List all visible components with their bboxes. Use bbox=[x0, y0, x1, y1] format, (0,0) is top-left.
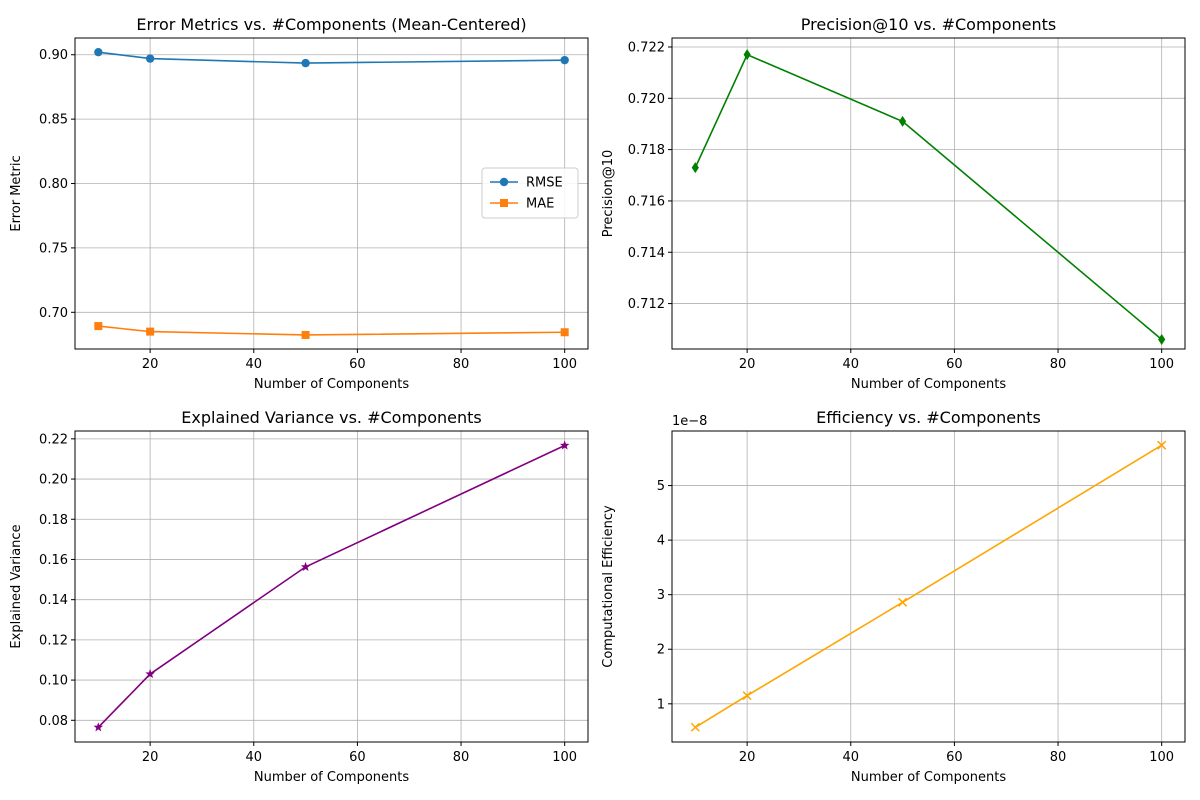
data-point bbox=[1158, 334, 1166, 346]
chart-panel-2: 20 40 60 80 100 0.712 0.714 0.716 0.718 0.720 0.72… bbox=[601, 15, 1186, 392]
data-point bbox=[559, 440, 570, 450]
y-axis-label: Precision@10 bbox=[601, 150, 616, 238]
x-tick-label: 20 bbox=[142, 750, 159, 765]
y-tick-label: 0.722 bbox=[628, 40, 665, 55]
series-line-1 bbox=[694, 444, 1163, 728]
x-axis-label: Number of Components bbox=[851, 770, 1006, 785]
y-tick-label: 4 bbox=[657, 534, 665, 549]
x-tick-label: 80 bbox=[1050, 357, 1067, 372]
axes-frame bbox=[671, 430, 1186, 743]
x-tick-label: 100 bbox=[1149, 750, 1174, 765]
x-tick-label: 40 bbox=[842, 750, 859, 765]
y-tick-label: 2 bbox=[657, 643, 665, 658]
data-point bbox=[560, 328, 569, 337]
x-tick-label: 100 bbox=[552, 750, 577, 765]
x-axis-label: Number of Components bbox=[851, 377, 1006, 392]
axes-frame bbox=[671, 37, 1186, 350]
data-point bbox=[145, 54, 155, 63]
legend-marker bbox=[499, 177, 509, 187]
x-tick-label: 60 bbox=[349, 357, 366, 372]
y-tick-label: 0.720 bbox=[628, 92, 665, 107]
y-tick-label: 0.714 bbox=[628, 246, 665, 261]
series-line-rmse bbox=[98, 51, 565, 64]
y-axis-label: Error Metric bbox=[9, 155, 24, 231]
y-tick-label: 5 bbox=[657, 479, 665, 494]
chart-title: Explained Variance vs. #Components bbox=[181, 408, 481, 427]
axes-frame bbox=[74, 37, 589, 350]
y-tick-label: 0.12 bbox=[39, 633, 68, 648]
data-point bbox=[300, 561, 311, 571]
series-line-1 bbox=[97, 444, 566, 728]
x-tick-label: 60 bbox=[946, 750, 963, 765]
data-point bbox=[742, 691, 752, 701]
data-point bbox=[301, 330, 310, 339]
y-tick-label: 0.70 bbox=[39, 306, 68, 321]
x-axis-label: Number of Components bbox=[254, 377, 409, 392]
y-axis-label: Explained Variance bbox=[9, 524, 24, 648]
data-point bbox=[691, 162, 699, 174]
chart-panel-1: 20 40 60 80 100 0.70 0.75 0.80 0.85 0.90 Error Met… bbox=[9, 15, 589, 392]
y-tick-label: 3 bbox=[657, 588, 665, 603]
data-point bbox=[146, 327, 155, 336]
x-tick-label: 60 bbox=[946, 357, 963, 372]
data-point bbox=[1157, 440, 1167, 450]
x-tick-label: 100 bbox=[1149, 357, 1174, 372]
y-tick-label: 0.718 bbox=[628, 143, 665, 158]
y-tick-label: 0.14 bbox=[39, 593, 68, 608]
chart-title: Efficiency vs. #Components bbox=[816, 408, 1041, 427]
series-line-1 bbox=[694, 53, 1163, 341]
x-tick-label: 60 bbox=[349, 750, 366, 765]
data-point bbox=[560, 55, 569, 65]
chart-panel-3: 20 40 60 80 100 0.08 0.10 0.12 0.14 0.16 0.18 0.20 0… bbox=[9, 408, 589, 785]
y-tick-label: 1 bbox=[657, 697, 665, 712]
data-point bbox=[898, 115, 907, 127]
chart-panel-4: 20 40 60 80 100 1 2 3 4 5 1e−8 Efficiency vs. #Comp… bbox=[601, 408, 1186, 785]
x-tick-label: 40 bbox=[842, 357, 859, 372]
x-tick-label: 20 bbox=[142, 357, 159, 372]
y-tick-label: 0.22 bbox=[39, 432, 68, 447]
axis-offset-label: 1e−8 bbox=[672, 414, 707, 429]
data-point bbox=[94, 47, 103, 57]
y-tick-label: 0.85 bbox=[39, 113, 68, 128]
y-tick-label: 0.16 bbox=[39, 553, 68, 568]
x-tick-label: 80 bbox=[453, 357, 470, 372]
legend-label: MAE bbox=[526, 197, 554, 212]
chart-title: Error Metrics vs. #Components (Mean-Cent… bbox=[136, 15, 526, 34]
chart-title: Precision@10 vs. #Components bbox=[801, 15, 1056, 34]
data-point bbox=[145, 669, 155, 679]
x-tick-label: 80 bbox=[1050, 750, 1067, 765]
data-point bbox=[301, 58, 310, 68]
x-tick-label: 80 bbox=[453, 750, 470, 765]
data-point bbox=[93, 722, 104, 732]
x-tick-label: 20 bbox=[739, 750, 756, 765]
y-tick-label: 0.80 bbox=[39, 177, 68, 192]
legend-label: RMSE bbox=[526, 176, 563, 191]
y-tick-label: 0.716 bbox=[628, 194, 665, 209]
data-point bbox=[94, 322, 103, 331]
legend: RMSE MAE bbox=[481, 167, 579, 219]
y-tick-label: 0.18 bbox=[39, 513, 68, 528]
y-tick-label: 0.712 bbox=[628, 297, 665, 312]
x-tick-label: 100 bbox=[552, 357, 577, 372]
x-tick-label: 20 bbox=[739, 357, 756, 372]
y-tick-label: 0.75 bbox=[39, 241, 68, 256]
x-tick-label: 40 bbox=[245, 357, 262, 372]
series-line-mae bbox=[98, 325, 565, 336]
x-tick-label: 40 bbox=[245, 750, 262, 765]
y-axis-label: Computational Efficiency bbox=[601, 505, 616, 668]
data-point bbox=[690, 722, 700, 732]
data-point bbox=[743, 49, 751, 61]
y-tick-label: 0.08 bbox=[39, 714, 68, 729]
y-tick-label: 0.90 bbox=[39, 48, 68, 63]
y-tick-label: 0.20 bbox=[39, 473, 68, 488]
legend-marker bbox=[500, 199, 508, 207]
x-axis-label: Number of Components bbox=[254, 770, 409, 785]
data-point bbox=[898, 597, 908, 607]
axes-frame bbox=[74, 430, 589, 743]
y-tick-label: 0.10 bbox=[39, 674, 68, 689]
